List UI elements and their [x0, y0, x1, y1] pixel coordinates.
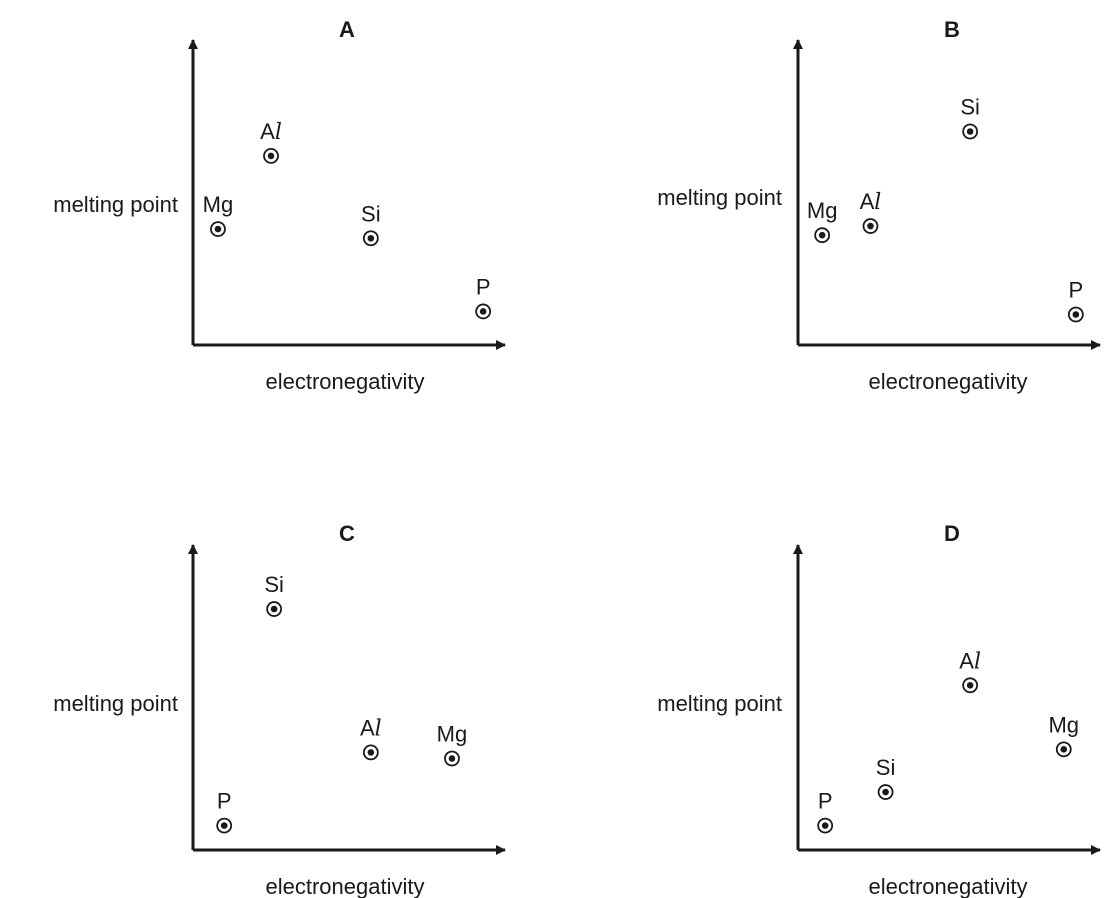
point-marker-dot: [367, 749, 375, 756]
point-marker-ring: [1055, 741, 1072, 758]
point-marker-ring: [814, 227, 831, 244]
point-marker-ring: [1067, 306, 1084, 323]
point-label: Si: [361, 201, 381, 226]
point-marker-dot: [1060, 746, 1068, 753]
point-si: Si: [361, 201, 381, 247]
point-label: Mg: [203, 192, 234, 217]
point-marker-ring: [817, 817, 834, 834]
point-marker-ring: [877, 784, 894, 800]
point-p: P: [1067, 278, 1084, 323]
point-al: Al: [360, 715, 382, 761]
point-marker-dot: [479, 308, 487, 315]
point-marker-ring: [862, 218, 879, 234]
point-marker-dot: [214, 225, 222, 233]
panel-title: C: [339, 521, 355, 546]
point-si: Si: [264, 572, 284, 617]
point-marker-ring: [263, 147, 279, 164]
point-marker-dot: [1072, 311, 1080, 318]
point-marker-ring: [362, 744, 379, 761]
point-marker-ring: [216, 817, 233, 834]
point-si: Si: [960, 95, 980, 140]
panel-title: D: [944, 521, 960, 546]
point-label: Mg: [437, 722, 468, 747]
y-axis-label: melting point: [657, 691, 782, 716]
point-al: Al: [959, 648, 981, 694]
point-label: Al: [860, 189, 882, 215]
point-marker-ring: [444, 750, 460, 767]
point-p: P: [475, 274, 492, 320]
point-marker-dot: [821, 822, 829, 829]
point-label: Al: [959, 648, 981, 674]
point-label: Mg: [1048, 712, 1079, 737]
y-axis-label: melting point: [53, 691, 178, 716]
point-marker-ring: [362, 230, 379, 247]
point-marker-dot: [818, 231, 826, 239]
point-label: Si: [960, 95, 980, 120]
point-label: Si: [264, 572, 284, 597]
point-marker-dot: [882, 788, 889, 796]
y-axis-label: melting point: [53, 192, 178, 217]
point-marker-dot: [270, 605, 278, 613]
point-p: P: [216, 789, 233, 834]
point-label: P: [1068, 278, 1083, 303]
point-mg: Mg: [1048, 712, 1079, 758]
point-label: Si: [876, 755, 896, 780]
y-axis-label: melting point: [657, 185, 782, 210]
point-al: Al: [860, 189, 882, 234]
point-label: Mg: [807, 198, 838, 223]
point-label: Al: [260, 119, 282, 145]
point-marker-ring: [962, 677, 979, 694]
point-mg: Mg: [203, 192, 234, 238]
point-mg: Mg: [807, 198, 838, 244]
point-marker-dot: [867, 222, 874, 230]
point-marker-ring: [210, 221, 226, 238]
point-marker-dot: [267, 152, 275, 160]
point-al: Al: [260, 119, 282, 164]
point-marker-ring: [266, 601, 283, 617]
point-marker-dot: [367, 234, 375, 242]
panel-title: A: [339, 17, 355, 42]
point-si: Si: [876, 755, 896, 800]
point-marker-ring: [475, 303, 492, 320]
panel-title: B: [944, 17, 960, 42]
x-axis-label: electronegativity: [869, 369, 1028, 394]
point-label: P: [217, 789, 232, 814]
point-marker-dot: [220, 822, 228, 829]
x-axis-label: electronegativity: [266, 874, 425, 898]
point-marker-ring: [962, 123, 979, 140]
point-p: P: [817, 789, 834, 834]
point-marker-dot: [966, 128, 974, 135]
x-axis-label: electronegativity: [266, 369, 425, 394]
x-axis-label: electronegativity: [869, 874, 1028, 898]
point-label: Al: [360, 715, 382, 741]
point-marker-dot: [448, 755, 456, 762]
point-label: P: [818, 789, 833, 814]
point-marker-dot: [966, 682, 974, 689]
point-label: P: [476, 274, 491, 299]
point-mg: Mg: [437, 722, 468, 767]
